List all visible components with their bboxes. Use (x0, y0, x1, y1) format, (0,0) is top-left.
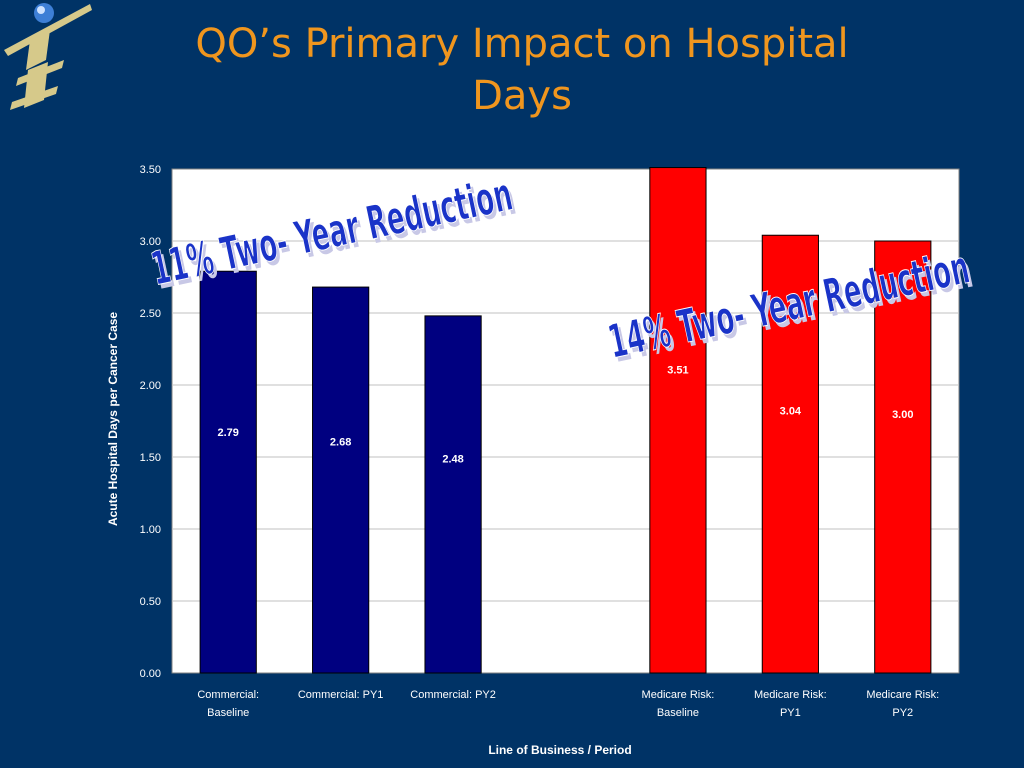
title-line-2: Days (472, 73, 572, 119)
data-label: 3.51 (667, 365, 688, 377)
y-tick-label: 2.00 (140, 380, 161, 392)
bar (874, 240, 932, 674)
x-tick-label: Baseline (657, 707, 699, 719)
x-tick-label: PY2 (892, 707, 913, 719)
data-label: 3.04 (780, 405, 802, 417)
y-axis-title: Acute Hospital Days per Cancer Case (106, 312, 120, 526)
y-tick-label: 0.50 (140, 596, 161, 608)
data-label: 3.00 (892, 409, 913, 421)
bar (649, 167, 707, 674)
data-labels: 2.79 2.68 2.48 3.51 3.04 3.00 (218, 365, 914, 466)
bar (761, 234, 819, 674)
plot-area (171, 168, 960, 674)
logo-icon (4, 3, 92, 110)
bar (312, 286, 370, 674)
y-tick-label: 3.00 (140, 236, 161, 248)
y-tick-label: 3.50 (140, 164, 161, 176)
x-tick-label: Baseline (207, 707, 249, 719)
x-tick-label: Commercial: PY2 (410, 689, 496, 701)
x-tick-label: Commercial: (197, 689, 259, 701)
data-label: 2.48 (442, 454, 463, 466)
y-tick-labels: 0.00 0.50 1.00 1.50 2.00 2.50 3.00 3.50 (140, 164, 161, 680)
bar (424, 315, 482, 674)
x-tick-label: Commercial: PY1 (298, 689, 384, 701)
x-tick-label: Medicare Risk: (642, 689, 715, 701)
x-axis-title: Line of Business / Period (488, 743, 631, 757)
y-tick-label: 1.50 (140, 452, 161, 464)
x-tick-label: Medicare Risk: (754, 689, 827, 701)
x-category-labels: Commercial: Baseline Commercial: PY1 Commer… (197, 689, 939, 719)
y-tick-label: 2.50 (140, 308, 161, 320)
page-title: QO’s Primary Impact on Hospital Days (110, 18, 934, 122)
bar (199, 270, 257, 674)
y-tick-label: 0.00 (140, 668, 161, 680)
data-label: 2.79 (218, 427, 239, 439)
data-label: 2.68 (330, 436, 351, 448)
bars (199, 167, 932, 674)
y-tick-label: 1.00 (140, 524, 161, 536)
gridlines (172, 240, 959, 602)
title-line-1: QO’s Primary Impact on Hospital (195, 21, 849, 67)
x-tick-label: PY1 (780, 707, 801, 719)
x-tick-label: Medicare Risk: (866, 689, 939, 701)
